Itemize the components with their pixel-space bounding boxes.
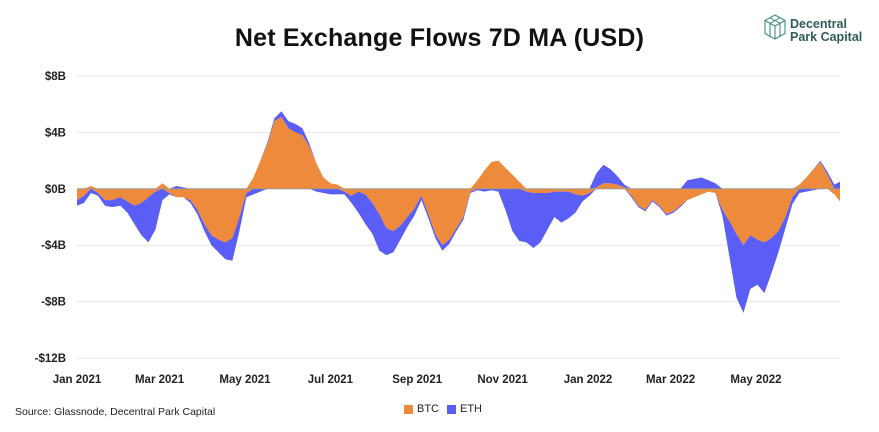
x-tick-label: Nov 2021 [477, 374, 528, 386]
legend-item-eth: ETH [447, 403, 482, 415]
cube-logo-icon [764, 14, 786, 40]
x-tick-label: May 2022 [730, 374, 781, 386]
brand-name: Decentral Park Capital [790, 18, 862, 44]
y-tick-label: $0B [45, 184, 66, 196]
legend-label-btc: BTC [417, 403, 439, 415]
source-note: Source: Glassnode, Decentral Park Capita… [15, 406, 216, 418]
brand-name-line1: Decentral [790, 17, 847, 31]
eth-area-negative [77, 188, 840, 313]
x-tick-label: Jan 2021 [53, 374, 102, 386]
y-tick-label: -$8B [41, 297, 66, 309]
x-tick-label: Mar 2021 [135, 374, 185, 386]
axes: $8B $4B $0B -$4B -$8B -$12B Jan 2021 Mar 2021 Ma… [35, 71, 840, 386]
legend-item-btc: BTC [404, 403, 439, 415]
eth-area-positive [77, 111, 840, 189]
legend-swatch-btc [404, 404, 413, 414]
y-tick-label: $4B [45, 127, 66, 139]
btc-area-positive [77, 116, 840, 189]
legend-label-eth: ETH [460, 403, 482, 415]
x-tick-label: Mar 2022 [646, 374, 695, 386]
y-tick-label: $8B [45, 71, 66, 83]
legend: BTC ETH [404, 403, 490, 415]
brand-name-line2: Park Capital [790, 30, 863, 44]
x-tick-label: May 2021 [219, 374, 271, 386]
y-tick-label: -$4B [41, 240, 66, 252]
brand-logo: Decentral Park Capital [763, 14, 875, 46]
x-tick-label: Jan 2022 [564, 374, 613, 386]
series-areas [77, 111, 840, 313]
y-tick-label: -$12B [35, 353, 66, 365]
chart-title: Net Exchange Flows 7D MA (USD) [234, 24, 645, 52]
legend-swatch-eth [447, 404, 456, 414]
x-tick-label: Sep 2021 [392, 374, 442, 386]
btc-area-negative [77, 188, 840, 246]
x-tick-label: Jul 2021 [308, 374, 354, 386]
